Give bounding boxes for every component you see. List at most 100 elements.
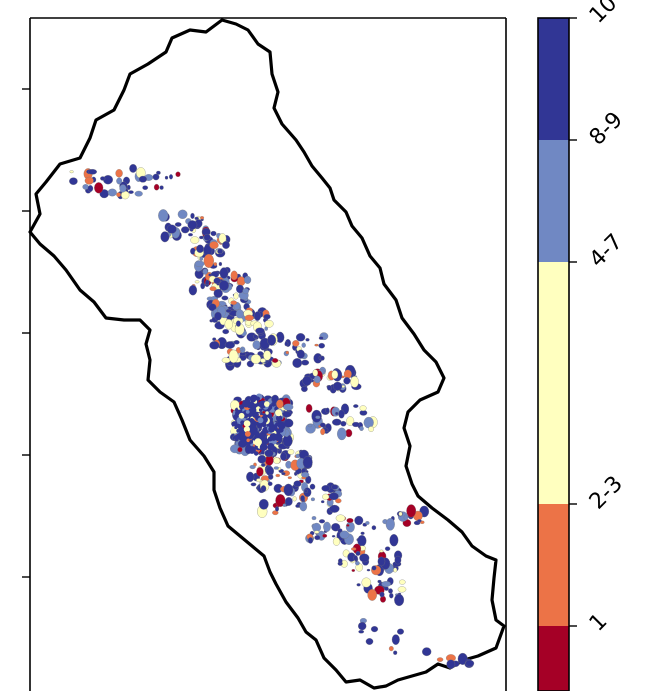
- map-data-patch: [237, 446, 243, 453]
- map-data-patch: [238, 412, 245, 419]
- map-data-patch: [142, 185, 149, 190]
- map-data-patch: [301, 342, 306, 348]
- map-data-patch: [258, 408, 263, 412]
- map-data-patch: [268, 474, 274, 480]
- map-data-patch: [254, 451, 259, 456]
- map-data-patch: [353, 555, 358, 561]
- map-data-patch: [436, 657, 444, 662]
- map-data-patch: [250, 482, 257, 487]
- map-data-patch: [107, 188, 117, 197]
- map-data-patch: [422, 647, 432, 657]
- colorbar-segment: [538, 140, 569, 262]
- colorbar-segment: [538, 18, 569, 140]
- map-data-patch: [250, 427, 258, 436]
- map-data-patch: [234, 425, 238, 430]
- map-data-patch: [196, 244, 204, 253]
- map-data-patch: [318, 336, 324, 340]
- map-data-patch: [134, 190, 143, 197]
- map-data-patch: [287, 476, 292, 480]
- map-data-patch: [304, 489, 308, 494]
- map-data-patch: [307, 537, 314, 544]
- map-data-patch: [272, 510, 279, 516]
- map-data-patch: [153, 183, 160, 191]
- map-data-patch: [245, 410, 250, 414]
- map-data-patch: [253, 413, 259, 418]
- map-data-patch: [384, 546, 391, 551]
- map-data-patch: [384, 586, 389, 591]
- colorbar-tick-label: 4-7: [585, 229, 628, 272]
- map-data-patch: [322, 533, 328, 538]
- map-data-patch: [367, 589, 377, 601]
- map-data-patch: [175, 171, 181, 177]
- colorbar-tick-label: 2-3: [585, 471, 628, 514]
- map-data-patch: [249, 440, 254, 444]
- map-data-patch: [158, 209, 169, 222]
- map-data-patch: [257, 454, 267, 464]
- map-data-patch: [388, 646, 394, 652]
- map-data-patch: [267, 443, 275, 451]
- map-data-patch: [293, 480, 302, 487]
- map-data-patch: [399, 579, 406, 585]
- map-data-patch: [235, 309, 244, 319]
- map-data-patch: [264, 449, 274, 458]
- map-data-patch: [337, 427, 347, 441]
- map-data-patch: [346, 524, 350, 527]
- map-data-patch: [261, 462, 266, 467]
- map-data-patch: [318, 342, 325, 349]
- map-data-patch: [321, 485, 331, 492]
- map-data-patch: [152, 173, 160, 181]
- map-data-patch: [377, 556, 386, 567]
- map-data-patch: [333, 381, 343, 391]
- map-data-patch: [329, 504, 340, 513]
- map-data-patch: [391, 634, 400, 645]
- map-data-patch: [355, 551, 361, 556]
- map-data-patch: [301, 385, 308, 393]
- map-data-patch: [274, 422, 279, 427]
- map-data-patch: [263, 314, 271, 320]
- map-data-patch: [326, 385, 332, 391]
- map-data-patch: [281, 472, 286, 476]
- map-data-patch: [256, 478, 262, 483]
- map-data-patch: [352, 421, 360, 428]
- map-data-patches: [69, 164, 475, 670]
- map-y-ticks: [22, 88, 30, 578]
- map-data-patch: [230, 300, 237, 305]
- map-data-patch: [312, 369, 319, 377]
- map-data-patch: [267, 436, 273, 442]
- map-data-patch: [285, 350, 289, 355]
- map-data-patch: [346, 518, 354, 523]
- map-data-patch: [271, 358, 279, 363]
- map-data-patch: [389, 593, 394, 599]
- map-data-patch: [292, 496, 297, 502]
- map-data-patch: [397, 586, 407, 593]
- map-data-patch: [359, 553, 370, 563]
- map-data-patch: [389, 534, 399, 547]
- map-data-patch: [260, 450, 265, 455]
- map-data-patch: [230, 270, 238, 281]
- map-data-patch: [231, 421, 238, 427]
- map-data-patch: [263, 350, 272, 361]
- map-data-patch: [217, 248, 223, 254]
- map-data-patch: [160, 231, 170, 243]
- map-data-patch: [332, 418, 342, 426]
- map-data-patch: [361, 577, 372, 588]
- map-data-patch: [236, 276, 246, 287]
- map-data-patch: [267, 481, 273, 486]
- map-data-patch: [398, 511, 403, 517]
- map-data-patch: [394, 555, 402, 565]
- map-data-patch: [370, 626, 379, 633]
- map-data-patch: [246, 438, 250, 443]
- map-data-patch: [94, 182, 104, 194]
- map-data-patch: [208, 303, 217, 312]
- map-data-patch: [260, 485, 267, 493]
- map-data-patch: [233, 292, 239, 300]
- map-data-patch: [188, 233, 193, 237]
- map-data-patch: [254, 438, 262, 447]
- colorbar-segment: [538, 626, 569, 691]
- map-data-patch: [166, 224, 177, 234]
- map-data-patch: [213, 288, 223, 298]
- map-data-patch: [244, 275, 252, 284]
- map-data-patch: [465, 659, 475, 667]
- map-data-patch: [256, 467, 264, 477]
